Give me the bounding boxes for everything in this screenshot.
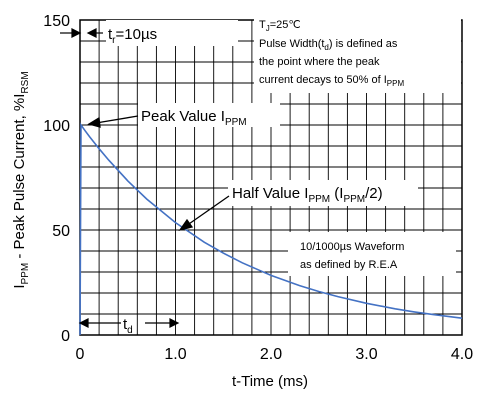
note-line-1: TJ=25℃ (259, 19, 301, 33)
half-label: Half Value IPPM (IPPM/2) (232, 185, 383, 205)
y-tick-label: 50 (52, 223, 70, 240)
x-tick-label: 2.0 (260, 346, 282, 363)
waveform-box-bg (288, 232, 456, 276)
peak-label-bg (138, 103, 280, 127)
x-tick-label: 4.0 (451, 346, 473, 363)
td-label: td (123, 316, 133, 336)
x-tick-label: 3.0 (355, 346, 377, 363)
series-line (79, 122, 463, 336)
tr-indicator (60, 28, 103, 38)
y-axis-label: IPPM - Peak Pulse Current, %IRSM (11, 71, 31, 288)
tr-label-bg (106, 20, 238, 46)
peak-arrow (87, 115, 139, 128)
note-line-2: Pulse Width(td) is defined as (259, 38, 398, 52)
x-tick-label: 0 (76, 346, 85, 363)
note-line-3: the point where the peak (259, 56, 380, 68)
waveform-line-1: 10/1000µs Waveform (300, 241, 404, 253)
y-tick-label: 0 (61, 328, 70, 345)
note-box: TJ=25℃ Pulse Width(td) is defined as the… (259, 19, 404, 88)
x-tick-label: 1.0 (164, 346, 186, 363)
td-indicator (78, 318, 180, 328)
half-arrow (178, 195, 230, 232)
note-line-4: current decays to 50% of IPPM (259, 74, 404, 88)
y-tick-label: 150 (43, 13, 70, 30)
note-box-bg (254, 13, 461, 93)
x-axis-label: t-Time (ms) (232, 373, 308, 390)
half-label-bg (228, 180, 418, 206)
waveform-box: 10/1000µs Waveform as defined by R.E.A (300, 241, 404, 271)
peak-label: Peak Value IPPM (141, 108, 247, 128)
tick-labels: 0 1.0 2.0 3.0 4.0 0 50 100 150 (43, 13, 473, 363)
waveform-line-2: as defined by R.E.A (300, 259, 398, 271)
tr-label: tr=10µs (108, 26, 157, 46)
y-tick-label: 100 (43, 118, 70, 135)
